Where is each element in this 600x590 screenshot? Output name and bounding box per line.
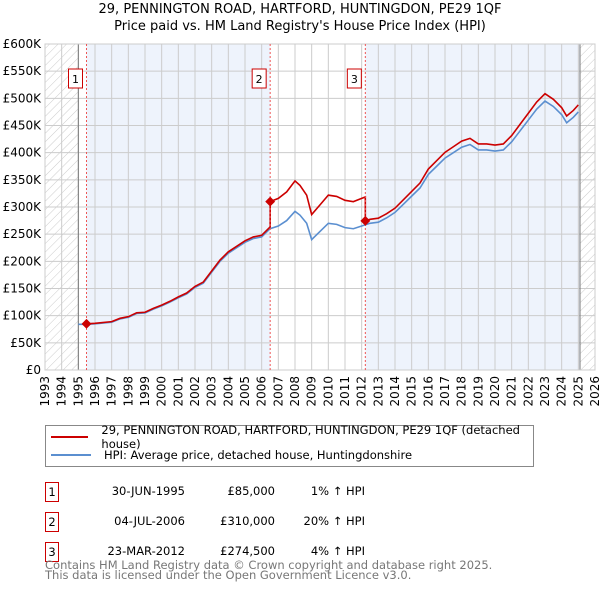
legend-property-label: 29, PENNINGTON ROAD, HARTFORD, HUNTINGDO… bbox=[101, 423, 520, 451]
y-tick-label: £450K bbox=[3, 119, 43, 133]
x-tick-label: 2023 bbox=[538, 376, 552, 407]
x-tick-label: 2025 bbox=[571, 376, 585, 407]
chart-title: 29, PENNINGTON ROAD, HARTFORD, HUNTINGDO… bbox=[98, 2, 502, 17]
sale-price: £85,000 bbox=[227, 484, 275, 498]
property-price-line bbox=[86, 92, 579, 325]
legend: 29, PENNINGTON ROAD, HARTFORD, HUNTINGDO… bbox=[45, 423, 534, 467]
sale-marker-box: 2 bbox=[45, 512, 59, 532]
y-tick-label: £100K bbox=[3, 309, 43, 323]
x-tick-label: 1995 bbox=[71, 376, 85, 407]
x-tick-label: 2001 bbox=[171, 376, 185, 407]
x-tick-label: 1999 bbox=[138, 376, 152, 407]
x-tick-label: 2017 bbox=[438, 376, 452, 407]
sale-hpi-change: 4% ↑ HPI bbox=[310, 544, 365, 558]
x-tick-label: 1997 bbox=[105, 376, 119, 407]
sale-price: £310,000 bbox=[220, 514, 275, 528]
x-tick-label: 2012 bbox=[355, 376, 369, 407]
y-tick-label: £300K bbox=[3, 200, 43, 214]
x-tick-label: 2004 bbox=[221, 376, 235, 407]
x-tick-label: 2007 bbox=[271, 376, 285, 407]
x-tick-label: 2011 bbox=[338, 376, 352, 407]
x-tick-label: 2009 bbox=[305, 376, 319, 407]
y-tick-label: £150K bbox=[3, 282, 43, 296]
sale-row: 1 30-JUN-1995 £85,000 1% ↑ HPI bbox=[45, 482, 445, 502]
footer-line-1: Contains HM Land Registry data © Crown c… bbox=[45, 558, 493, 572]
footer: Contains HM Land Registry data © Crown c… bbox=[45, 558, 493, 582]
x-tick-label: 2021 bbox=[505, 376, 519, 407]
y-tick-label: £50K bbox=[10, 336, 42, 350]
sale-label-number: 1 bbox=[72, 73, 79, 86]
x-tick-label: 2003 bbox=[205, 376, 219, 407]
x-tick-label: 2014 bbox=[388, 376, 402, 407]
legend-hpi-label: HPI: Average price, detached house, Hunt… bbox=[104, 448, 413, 462]
x-tick-label: 2024 bbox=[555, 376, 569, 407]
x-tick-label: 1996 bbox=[88, 376, 102, 407]
y-tick-label: £200K bbox=[3, 254, 43, 268]
x-tick-label: 1993 bbox=[38, 376, 52, 407]
x-tick-label: 2018 bbox=[455, 376, 469, 407]
sale-marker-box: 3 bbox=[45, 542, 59, 562]
sale-marker-box: 1 bbox=[45, 482, 59, 502]
sale-price: £274,500 bbox=[220, 544, 275, 558]
x-tick-label: 2013 bbox=[371, 376, 385, 407]
sale-point bbox=[360, 215, 371, 226]
sale-date: 30-JUN-1995 bbox=[111, 484, 185, 498]
x-tick-label: 2006 bbox=[255, 376, 269, 407]
x-tick-label: 1994 bbox=[55, 376, 69, 407]
x-tick-label: 2002 bbox=[188, 376, 202, 407]
sale-label-box bbox=[251, 68, 267, 89]
sale-hpi-change: 1% ↑ HPI bbox=[310, 484, 365, 498]
footer-line-2: This data is licensed under the Open Gov… bbox=[45, 568, 412, 582]
y-tick-label: £500K bbox=[3, 91, 43, 105]
sale-label-number: 3 bbox=[351, 73, 358, 86]
x-tick-label: 2008 bbox=[288, 376, 302, 407]
sale-hpi-change: 20% ↑ HPI bbox=[303, 514, 365, 528]
sale-label-number: 2 bbox=[256, 73, 263, 86]
x-tick-label: 2022 bbox=[521, 376, 535, 407]
y-tick-label: £550K bbox=[3, 64, 43, 78]
x-tick-label: 2000 bbox=[155, 376, 169, 407]
x-tick-label: 2015 bbox=[405, 376, 419, 407]
x-tick-label: 1998 bbox=[121, 376, 135, 407]
sale-row: 2 04-JUL-2006 £310,000 20% ↑ HPI bbox=[45, 512, 445, 532]
x-tick-label: 2019 bbox=[471, 376, 485, 407]
y-tick-label: £0 bbox=[26, 363, 41, 377]
sale-date: 04-JUL-2006 bbox=[114, 514, 185, 528]
x-tick-label: 2005 bbox=[238, 376, 252, 407]
sale-point bbox=[265, 196, 276, 207]
y-tick-label: £350K bbox=[3, 173, 43, 187]
sale-date: 23-MAR-2012 bbox=[107, 544, 185, 558]
x-tick-label: 2016 bbox=[421, 376, 435, 407]
x-tick-label: 2020 bbox=[488, 376, 502, 407]
price-chart: 1993 1994 1995 1996 1997 1998 1999 2000 2001 2002… bbox=[3, 37, 600, 407]
sale-row: 3 23-MAR-2012 £274,500 4% ↑ HPI bbox=[45, 542, 445, 562]
legend-hpi-swatch bbox=[51, 454, 91, 456]
chart-subtitle: Price paid vs. HM Land Registry's House … bbox=[114, 19, 486, 34]
legend-property-swatch bbox=[51, 436, 89, 438]
y-tick-label: £250K bbox=[3, 227, 43, 241]
sale-label-box bbox=[68, 68, 83, 89]
x-tick-label: 2026 bbox=[588, 376, 600, 407]
y-tick-label: £400K bbox=[3, 146, 43, 160]
plot-border bbox=[44, 43, 596, 371]
x-tick-label: 2010 bbox=[321, 376, 335, 407]
y-tick-label: £600K bbox=[3, 37, 43, 51]
sale-label-box bbox=[346, 68, 362, 89]
